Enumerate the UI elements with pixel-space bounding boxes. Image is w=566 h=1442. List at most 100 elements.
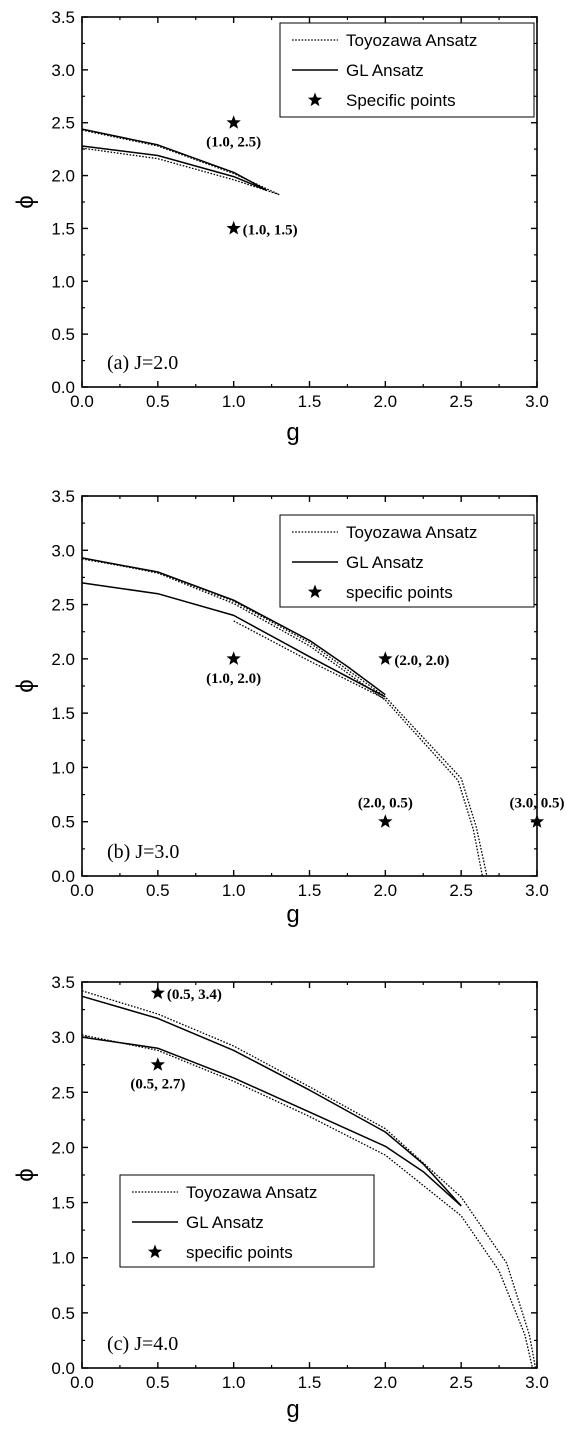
x-tick-label: 0.0	[70, 881, 94, 900]
x-tick-label: 2.0	[374, 1373, 398, 1392]
x-tick-label: 0.5	[146, 392, 170, 411]
gl-series-line-3	[81, 128, 268, 192]
point-annotation: (1.0, 2.5)	[206, 135, 261, 151]
x-tick-label: 1.0	[222, 392, 246, 411]
x-tick-label: 1.0	[222, 881, 246, 900]
specific-point-star	[226, 220, 241, 235]
specific-point-star	[226, 115, 241, 129]
point-annotation: (0.5, 3.4)	[167, 987, 222, 1003]
legend: Toyozawa Ansatz GL Ansatz specific points	[119, 1174, 375, 1268]
point-annotation: (2.0, 0.5)	[358, 796, 413, 812]
x-tick-label: 2.5	[449, 1373, 473, 1392]
x-tick-label: 0.5	[146, 881, 170, 900]
specific-point-star	[150, 985, 165, 1000]
toyozawa-series-line-2	[81, 557, 484, 877]
x-tick-label: 0.0	[70, 1373, 94, 1392]
point-annotation: (0.5, 2.7)	[130, 1077, 185, 1093]
x-tick-label: 1.5	[298, 392, 322, 411]
gl-series-line-4	[81, 1036, 462, 1207]
x-tick-label: 1.5	[298, 1373, 322, 1392]
y-axis-label: ϕ	[12, 1168, 39, 1181]
y-tick-label: 2.0	[51, 167, 75, 186]
y-axis-label: ϕ	[12, 679, 39, 692]
x-tick-label: 3.0	[525, 1373, 549, 1392]
y-tick-label: 0.0	[51, 867, 75, 886]
y-tick-label: 1.0	[51, 272, 75, 291]
y-tick-label: 2.0	[51, 1138, 75, 1157]
legend-entry-label: Toyozawa Ansatz	[346, 31, 477, 50]
toyozawa-series-line-2	[81, 1034, 534, 1369]
x-axis-label: g	[286, 1396, 299, 1423]
y-tick-label: 3.0	[51, 61, 75, 80]
x-tick-label: 2.0	[374, 881, 398, 900]
y-tick-label: 3.5	[51, 8, 75, 27]
y-tick-label: 3.5	[51, 487, 75, 506]
legend-box	[119, 1174, 375, 1268]
x-axis-label: g	[286, 419, 299, 446]
legend-star-icon	[307, 92, 323, 107]
y-tick-label: 2.5	[51, 1083, 75, 1102]
y-axis-label: ϕ	[12, 195, 39, 208]
gl-series-line-5	[81, 582, 386, 698]
y-tick-label: 2.5	[51, 596, 75, 615]
point-annotation: (3.0, 0.5)	[510, 796, 565, 812]
x-tick-label: 1.5	[298, 881, 322, 900]
legend-star-icon	[307, 584, 323, 599]
legend-box	[279, 514, 535, 608]
y-tick-label: 2.5	[51, 114, 75, 133]
panel-2: 0.0 0.5 1.0 1.5 2.0 2.5 3.0 0.0 0.5 1.0 1.5 2.0 2.5 3…	[12, 487, 565, 928]
specific-point-star	[150, 1057, 165, 1071]
x-tick-label: 2.0	[374, 392, 398, 411]
x-tick-label: 3.0	[525, 881, 549, 900]
y-tick-label: 1.5	[51, 219, 75, 238]
y-tick-label: 1.0	[51, 1249, 75, 1268]
specific-point-star	[226, 651, 241, 665]
legend-entry-label: GL Ansatz	[186, 1213, 264, 1232]
toyozawa-series-line-1	[81, 990, 537, 1369]
y-tick-label: 0.0	[51, 1359, 75, 1378]
y-tick-label: 1.0	[51, 758, 75, 777]
legend: Toyozawa Ansatz GL Ansatz Specific points	[279, 22, 535, 118]
legend-entry-label: GL Ansatz	[346, 61, 424, 80]
x-tick-label: 3.0	[525, 392, 549, 411]
gl-series-line-3	[81, 995, 462, 1207]
x-axis-label: g	[286, 901, 299, 928]
point-annotation: (1.0, 2.0)	[206, 671, 261, 687]
panel-label: (a) J=2.0	[107, 352, 178, 374]
y-tick-label: 2.0	[51, 650, 75, 669]
x-tick-label: 2.5	[449, 881, 473, 900]
panel-1: 0.0 0.5 1.0 1.5 2.0 2.5 3.0 0.0 0.5 1.0 1.5 2.0 2.5 3…	[12, 8, 549, 446]
specific-point-star	[378, 651, 393, 665]
point-annotation: (2.0, 2.0)	[394, 653, 449, 669]
gl-series-line-4	[81, 557, 386, 696]
y-tick-label: 3.0	[51, 541, 75, 560]
panel-label: (b) J=3.0	[107, 841, 179, 863]
legend-entry-label: specific points	[346, 583, 453, 602]
y-tick-label: 1.5	[51, 704, 75, 723]
specific-point-star	[378, 814, 393, 828]
y-tick-label: 0.5	[51, 1304, 75, 1323]
panel-label: (c) J=4.0	[107, 1333, 178, 1355]
legend-star-icon	[147, 1244, 163, 1259]
x-tick-label: 2.5	[449, 392, 473, 411]
y-tick-label: 1.5	[51, 1194, 75, 1213]
legend-entry-label: specific points	[186, 1243, 293, 1262]
x-tick-label: 1.0	[222, 1373, 246, 1392]
toyozawa-series-line-3	[233, 620, 386, 700]
legend-entry-label: GL Ansatz	[346, 553, 424, 572]
x-tick-label: 0.5	[146, 1373, 170, 1392]
legend-entry-label: Specific points	[346, 91, 456, 110]
y-tick-label: 3.0	[51, 1028, 75, 1047]
y-tick-label: 0.5	[51, 325, 75, 344]
y-tick-label: 3.5	[51, 973, 75, 992]
y-tick-label: 0.5	[51, 813, 75, 832]
x-tick-label: 0.0	[70, 392, 94, 411]
legend-entry-label: Toyozawa Ansatz	[346, 523, 477, 542]
point-annotation: (1.0, 1.5)	[243, 222, 298, 238]
toyozawa-series-line-2	[81, 147, 280, 196]
specific-point-star	[529, 814, 545, 828]
panel-3: 0.0 0.5 1.0 1.5 2.0 2.5 3.0 0.0 0.5 1.0 1.5 2.0 2.5 3…	[12, 973, 549, 1423]
legend-entry-label: Toyozawa Ansatz	[186, 1183, 317, 1202]
y-tick-label: 0.0	[51, 378, 75, 397]
